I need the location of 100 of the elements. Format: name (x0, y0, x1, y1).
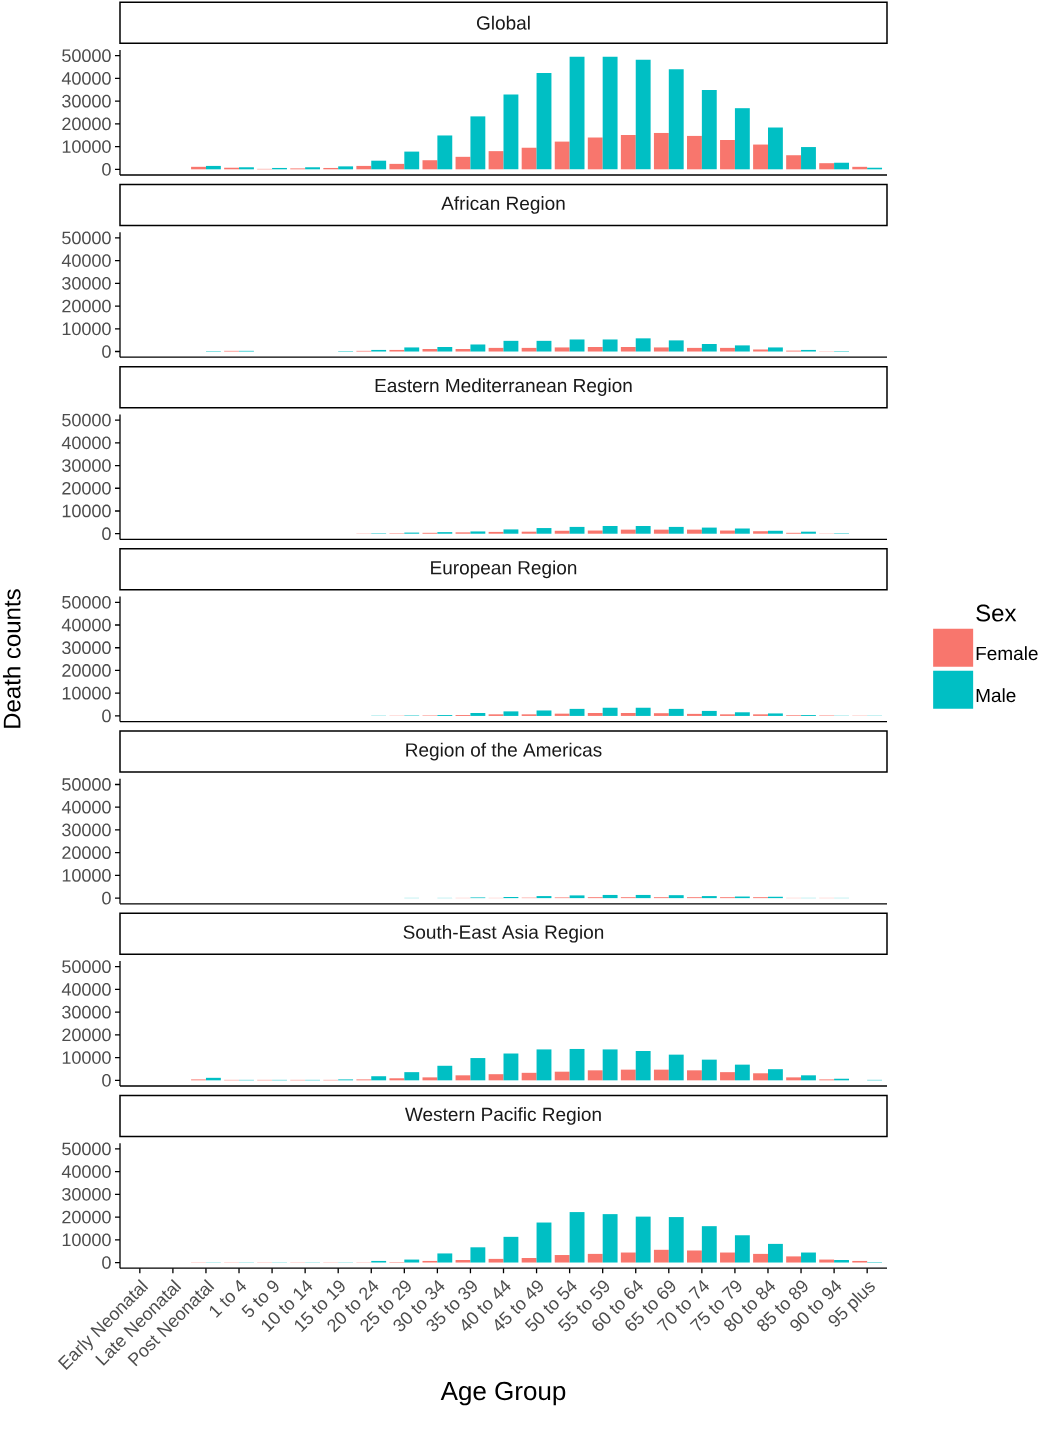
bar (503, 529, 519, 534)
bar (587, 530, 603, 534)
bar (521, 347, 537, 352)
y-tick-label: 20000 (62, 481, 111, 495)
y-tick-label: 10000 (62, 322, 111, 336)
bar (620, 1069, 636, 1081)
bar (569, 56, 585, 170)
y-tick-label: 0 (102, 891, 111, 905)
y-tick-label: 10000 (62, 140, 111, 153)
bar (753, 1073, 768, 1081)
bar (801, 147, 816, 170)
bar (422, 160, 438, 170)
bar (767, 1243, 783, 1263)
chart-title: Region of the Americas (406, 742, 602, 761)
bar (404, 1072, 420, 1081)
bar (488, 1074, 504, 1081)
bar (437, 135, 453, 170)
bar (536, 528, 552, 534)
bar (668, 69, 684, 170)
bar (753, 1253, 768, 1263)
y-tick-label: 40000 (61, 800, 111, 814)
bar (554, 530, 570, 534)
bar (503, 1236, 519, 1263)
bar (338, 166, 354, 170)
y-tick-label: 0 (102, 162, 111, 176)
bar (554, 1071, 570, 1081)
bar (767, 127, 783, 170)
bar (536, 72, 552, 170)
bar (389, 1078, 405, 1081)
bar (521, 147, 537, 170)
y-tick-label: 0 (102, 1256, 111, 1269)
y-tick-label: 10000 (62, 1233, 111, 1247)
chart-title: Global (476, 15, 530, 30)
chart-title: Eastern Mediterranean Region (375, 378, 632, 397)
bar (620, 1252, 636, 1263)
bar (470, 1247, 486, 1263)
bar (720, 530, 735, 534)
bar (653, 347, 669, 352)
bar (455, 156, 471, 170)
bar (834, 162, 849, 170)
bar (587, 137, 603, 170)
bar (734, 528, 750, 534)
bar (834, 1260, 849, 1263)
y-tick-label: 20000 (62, 117, 111, 131)
legend-label: Male (976, 688, 1016, 703)
bar (404, 151, 420, 170)
bar (455, 1075, 471, 1081)
y-tick-label: 10000 (62, 1051, 111, 1064)
bar (720, 1072, 735, 1081)
bar (470, 531, 486, 534)
bar (801, 531, 816, 534)
bar (488, 1258, 504, 1263)
y-tick-label: 50000 (62, 778, 111, 791)
bar (620, 135, 636, 170)
bar (521, 1072, 537, 1081)
y-tick-label: 40000 (61, 1165, 111, 1178)
bar (554, 141, 570, 170)
bar (734, 1064, 750, 1081)
y-tick-label: 50000 (62, 595, 111, 609)
y-tick-label: 50000 (62, 49, 111, 63)
y-tick-label: 40000 (61, 72, 111, 85)
bar (753, 531, 768, 534)
bar (404, 347, 420, 352)
bar (620, 346, 636, 352)
y-tick-label: 0 (102, 527, 111, 541)
bar (701, 527, 717, 534)
bar (521, 1257, 537, 1263)
bar (635, 1051, 651, 1081)
y-tick-label: 10000 (62, 869, 111, 882)
bar (536, 340, 552, 352)
bar (602, 1049, 618, 1081)
bar (819, 163, 835, 170)
bar (389, 163, 405, 170)
bar (668, 1054, 684, 1081)
bar (701, 1059, 717, 1081)
bar (470, 1058, 486, 1081)
bar (753, 144, 768, 170)
bar (686, 529, 702, 534)
bar (569, 1048, 585, 1081)
y-tick-label: 10000 (62, 686, 111, 700)
bar (734, 345, 750, 352)
y-tick-label: 30000 (62, 823, 111, 837)
bar (488, 151, 504, 170)
y-tick-label: 40000 (61, 983, 111, 996)
y-tick-label: 20000 (62, 1210, 111, 1224)
bar (686, 135, 702, 170)
bar (720, 140, 735, 170)
y-tick-label: 30000 (62, 641, 111, 655)
bar (786, 155, 802, 170)
y-tick-label: 40000 (61, 436, 111, 450)
bar (767, 1069, 783, 1081)
bar (422, 349, 438, 352)
bar (720, 1252, 735, 1263)
bar (668, 526, 684, 534)
bar (734, 1235, 750, 1263)
bar (602, 339, 618, 352)
bar (536, 1222, 552, 1263)
bar (371, 160, 387, 170)
y-tick-label: 40000 (61, 618, 111, 632)
bar (701, 344, 717, 352)
